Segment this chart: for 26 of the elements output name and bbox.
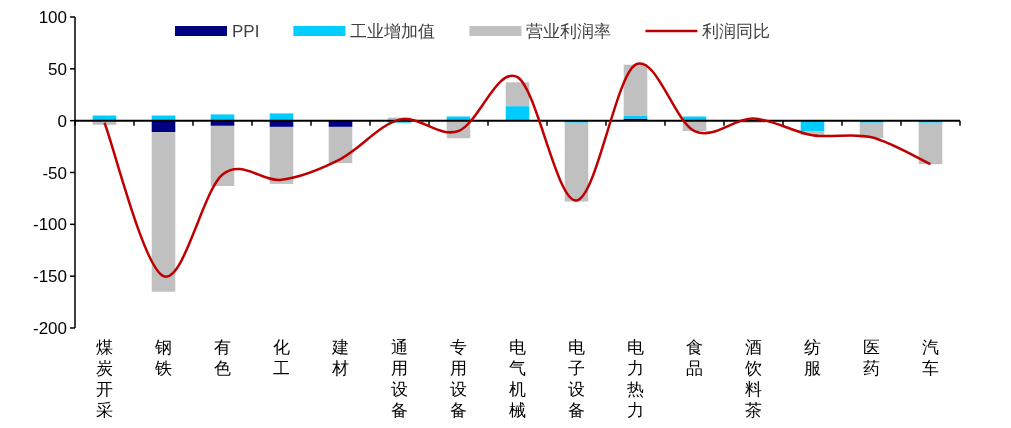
x-tick-label: 化工 xyxy=(273,338,290,378)
x-tick-label: 电力热力 xyxy=(627,338,644,420)
x-tick-label: 煤炭开采 xyxy=(96,338,113,420)
x-tick-label: 纺服 xyxy=(804,338,821,378)
y-tick-label: 50 xyxy=(48,59,67,79)
y-tick-label: 100 xyxy=(38,8,67,27)
y-tick-label: -200 xyxy=(32,319,67,338)
y-tick-label: -150 xyxy=(32,267,67,287)
x-tick-label: 专用设备 xyxy=(450,338,467,420)
x-tick-label: 建材 xyxy=(331,338,349,378)
legend-label: 营业利润率 xyxy=(526,22,612,41)
x-tick-label: 酒饮料茶 xyxy=(744,338,762,420)
x-tick-label: 钢铁 xyxy=(154,338,172,378)
legend-label: 工业增加值 xyxy=(350,22,436,41)
x-tick-label: 通用设备 xyxy=(391,338,408,420)
x-tick-label: 汽车 xyxy=(922,338,939,378)
legend-label: PPI xyxy=(232,22,260,41)
x-tick-label: 医药 xyxy=(863,338,880,378)
x-tick-label: 食品 xyxy=(686,338,703,378)
y-tick-label: -100 xyxy=(32,215,67,235)
x-tick-label: 有色 xyxy=(214,338,231,378)
x-tick-label: 电子设备 xyxy=(568,338,585,420)
y-tick-label: -50 xyxy=(42,163,67,183)
legend-label: 利润同比 xyxy=(702,22,771,41)
x-tick-label: 电气机械 xyxy=(509,338,526,420)
y-tick-label: 0 xyxy=(57,111,67,131)
